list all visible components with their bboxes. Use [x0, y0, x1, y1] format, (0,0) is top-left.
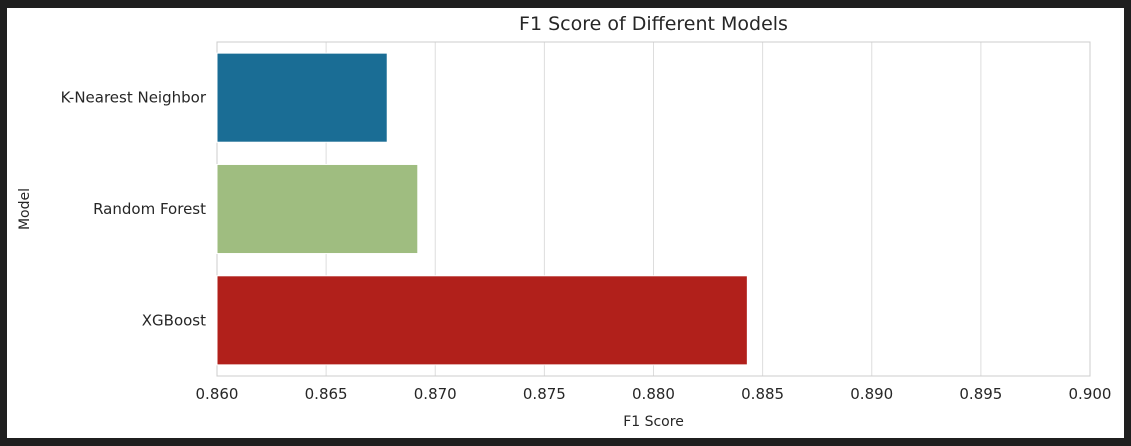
y-axis-title: Model — [17, 188, 33, 230]
x-tick-label: 0.890 — [850, 385, 893, 403]
y-tick-label: XGBoost — [142, 311, 206, 329]
chart-title: F1 Score of Different Models — [519, 13, 788, 35]
y-tick-label: K-Nearest Neighbor — [61, 89, 207, 107]
bar-1 — [216, 52, 388, 143]
x-tick-label: 0.865 — [305, 385, 348, 403]
x-tick-label: 0.870 — [414, 385, 457, 403]
bar-3 — [216, 275, 748, 366]
x-axis-title: F1 Score — [623, 414, 684, 430]
x-tick-label: 0.885 — [741, 385, 784, 403]
x-tick-label: 0.900 — [1069, 385, 1112, 403]
bar-chart: K-Nearest Neighbor Random Forest XGBoost 0… — [17, 13, 1112, 430]
x-tick-labels: 0.860 0.865 0.870 0.875 0.880 0.885 0.890 0.895… — [196, 385, 1112, 403]
x-tick-label: 0.895 — [959, 385, 1002, 403]
x-tick-label: 0.875 — [523, 385, 566, 403]
bars — [216, 52, 748, 366]
x-tick-label: 0.860 — [196, 385, 239, 403]
y-tick-labels: K-Nearest Neighbor Random Forest XGBoost — [61, 89, 207, 330]
x-tick-label: 0.880 — [632, 385, 675, 403]
bar-2 — [216, 163, 419, 255]
chart-frame: K-Nearest Neighbor Random Forest XGBoost 0… — [7, 8, 1124, 438]
y-tick-label: Random Forest — [93, 200, 206, 218]
